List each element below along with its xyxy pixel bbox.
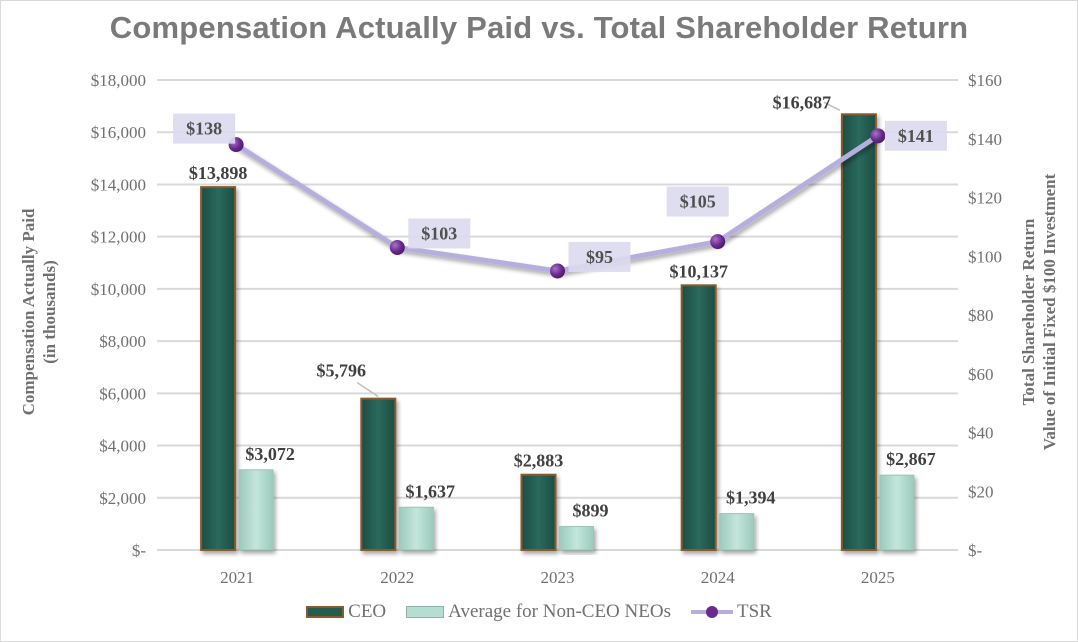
data-label-tsr: $95 [586, 247, 613, 267]
y-tick-label: $6,000 [99, 384, 146, 403]
legend-item-tsr[interactable]: TSR [690, 601, 772, 623]
tsr-point [870, 128, 886, 144]
data-label-neo: $899 [573, 501, 609, 521]
y-axis-subtitle: (in thousands) [40, 260, 59, 363]
y-tick-label: $- [132, 541, 147, 560]
data-label-ceo: $16,687 [773, 92, 832, 112]
data-label-neo: $3,072 [245, 444, 295, 464]
data-label-neo: $2,867 [886, 449, 936, 469]
tsr-point [550, 263, 565, 279]
legend-label-neo: Average for Non-CEO NEOs [448, 601, 671, 622]
bar-ceo [520, 473, 557, 552]
y2-axis-subtitle: Value of Initial Fixed $100 Investment [1040, 173, 1059, 450]
data-label-ceo: $13,898 [189, 163, 248, 183]
data-label-tsr: $103 [421, 223, 457, 243]
y-tick-label: $18,000 [91, 71, 146, 90]
tsr-point [389, 239, 405, 255]
legend-label-tsr: TSR [736, 601, 772, 622]
y-tick-label: $4,000 [99, 437, 146, 456]
y2-tick-label: $- [968, 541, 983, 560]
tsr-label-box [666, 186, 729, 217]
y-axis-title: Compensation Actually Paid [19, 208, 38, 415]
legend-item-ceo[interactable]: CEO [306, 601, 386, 623]
x-tick-label: 2022 [380, 568, 414, 587]
legend-item-neo[interactable]: Average for Non-CEO NEOs [406, 601, 671, 623]
y-tick-label: $16,000 [91, 123, 146, 142]
y-tick-label: $10,000 [91, 280, 146, 299]
tsr-point [710, 234, 726, 250]
bar-ceo [360, 397, 397, 551]
y2-tick-label: $40 [968, 424, 994, 443]
y-tick-label: $8,000 [99, 332, 146, 351]
bar-neo [238, 469, 274, 551]
data-label-ceo: $10,137 [669, 261, 728, 281]
x-tick-label: 2023 [541, 568, 575, 587]
y-tick-label: $12,000 [91, 228, 146, 247]
y2-tick-label: $140 [968, 130, 1002, 149]
y-tick-label: $14,000 [91, 175, 146, 194]
tsr-label-box [408, 218, 471, 249]
data-label-tsr: $138 [186, 119, 222, 139]
y2-tick-label: $80 [968, 306, 994, 325]
legend-label-ceo: CEO [348, 601, 387, 622]
legend: CEO Average for Non-CEO NEOs TSR [0, 601, 1078, 623]
bar-ceo [840, 113, 877, 552]
chart-title: Compensation Actually Paid vs. Total Sha… [109, 10, 969, 45]
x-tick-label: 2024 [701, 568, 736, 587]
y2-tick-label: $100 [968, 247, 1002, 266]
y2-axis-title: Total Shareholder Return [1019, 218, 1038, 405]
y2-tick-label: $160 [968, 71, 1002, 90]
legend-swatch-neo [406, 606, 445, 618]
data-label-ceo: $5,796 [317, 361, 367, 381]
leader-line [823, 101, 841, 111]
bar-neo [879, 474, 915, 551]
legend-swatch-tsr [690, 606, 733, 618]
data-label-neo: $1,637 [406, 481, 456, 501]
legend-swatch-ceo [306, 606, 345, 618]
data-label-tsr: $105 [680, 192, 716, 212]
tsr-label-box [173, 113, 236, 144]
tsr-label-box [884, 120, 947, 151]
leader-line [356, 382, 379, 398]
x-tick-label: 2021 [220, 568, 254, 587]
data-label-tsr: $141 [898, 126, 934, 146]
y2-tick-label: $120 [968, 189, 1002, 208]
x-tick-label: 2025 [861, 568, 895, 587]
bar-neo [559, 526, 594, 551]
y-tick-label: $2,000 [99, 489, 146, 508]
tsr-line [234, 133, 880, 274]
y2-tick-label: $20 [968, 482, 994, 501]
bar-neo [398, 506, 434, 551]
bar-neo [719, 513, 755, 551]
tsr-label-box [568, 241, 631, 272]
bar-ceo [680, 284, 717, 551]
data-label-neo: $1,394 [726, 488, 776, 508]
y2-tick-label: $60 [968, 365, 994, 384]
bar-ceo [200, 186, 237, 551]
data-label-ceo: $2,883 [514, 451, 564, 471]
